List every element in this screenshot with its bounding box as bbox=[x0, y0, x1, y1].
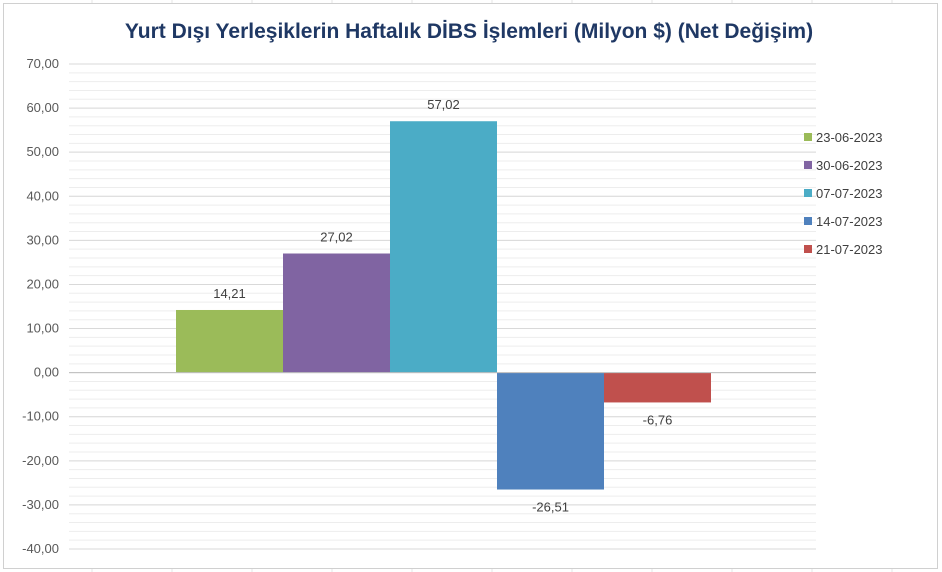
bar-07-07-2023[interactable] bbox=[390, 121, 497, 373]
y-tick-label: -40,00 bbox=[22, 541, 59, 556]
y-tick-label: -30,00 bbox=[22, 497, 59, 512]
bar-30-06-2023[interactable] bbox=[283, 253, 390, 373]
legend-swatch bbox=[804, 161, 812, 169]
legend-label: 30-06-2023 bbox=[816, 157, 883, 173]
bar-21-07-2023[interactable] bbox=[604, 372, 711, 403]
bar-23-06-2023[interactable] bbox=[176, 309, 283, 373]
chart-title: Yurt Dışı Yerleşiklerin Haftalık DİBS İş… bbox=[124, 20, 814, 43]
legend-label: 23-06-2023 bbox=[816, 129, 883, 145]
y-tick-label: 10,00 bbox=[26, 321, 59, 336]
legend-item[interactable]: 14-07-2023 bbox=[804, 207, 883, 235]
bar-14-07-2023[interactable] bbox=[497, 372, 604, 490]
legend-label: 14-07-2023 bbox=[816, 213, 883, 229]
y-tick-label: 40,00 bbox=[26, 188, 59, 203]
y-tick-label: -10,00 bbox=[22, 409, 59, 424]
legend-label: 07-07-2023 bbox=[816, 185, 883, 201]
legend-item[interactable]: 23-06-2023 bbox=[804, 123, 883, 151]
legend: 23-06-2023 30-06-2023 07-07-2023 14-07-2023… bbox=[804, 123, 883, 263]
y-tick-label: 60,00 bbox=[26, 100, 59, 115]
legend-label: 21-07-2023 bbox=[816, 241, 883, 257]
data-label: 57,02 bbox=[427, 97, 460, 112]
legend-swatch bbox=[804, 189, 812, 197]
data-label: -6,76 bbox=[643, 412, 673, 427]
legend-swatch bbox=[804, 133, 812, 141]
y-tick-label: 0,00 bbox=[34, 365, 59, 380]
legend-item[interactable]: 21-07-2023 bbox=[804, 235, 883, 263]
plot-area: 70,00 60,00 50,00 40,00 30,00 20,00 10,00 0,00 -… bbox=[22, 56, 816, 556]
y-tick-label: 70,00 bbox=[26, 56, 59, 71]
legend-item[interactable]: 30-06-2023 bbox=[804, 151, 883, 179]
data-label: 27,02 bbox=[320, 230, 353, 245]
chart-area[interactable]: Yurt Dışı Yerleşiklerin Haftalık DİBS İş… bbox=[3, 3, 938, 569]
legend-item[interactable]: 07-07-2023 bbox=[804, 179, 883, 207]
data-label: 14,21 bbox=[213, 286, 246, 301]
y-tick-label: -20,00 bbox=[22, 453, 59, 468]
legend-swatch bbox=[804, 245, 812, 253]
y-tick-label: 30,00 bbox=[26, 232, 59, 247]
legend-swatch bbox=[804, 217, 812, 225]
y-tick-label: 20,00 bbox=[26, 276, 59, 291]
y-tick-label: 50,00 bbox=[26, 144, 59, 159]
data-label: -26,51 bbox=[532, 500, 569, 515]
